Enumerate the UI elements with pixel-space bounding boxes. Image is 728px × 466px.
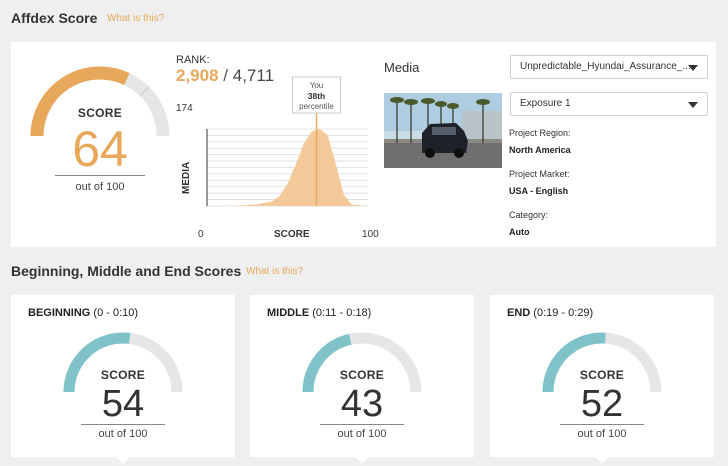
segment-card-end: END (0:19 - 0:29) SCORE 52 out of 100 (490, 295, 714, 457)
chart-marker-box (292, 76, 341, 114)
affdex-what-link[interactable]: What is this? (107, 13, 165, 24)
video-frame-image (384, 93, 502, 168)
segment-name: END (507, 307, 531, 319)
segment-score-rule (560, 424, 644, 425)
segment-score-label: SCORE (339, 368, 385, 382)
segment-out-of: out of 100 (577, 428, 627, 440)
segment-gauge (63, 332, 183, 393)
segment-score-value: 52 (580, 383, 624, 425)
segment-title: END (0:19 - 0:29) (507, 307, 593, 319)
segment-out-of: out of 100 (98, 428, 148, 440)
chart-y-max-label: 174 (176, 103, 193, 114)
media-heading: Media (384, 60, 420, 75)
segment-card-beginning: BEGINNING (0 - 0:10) SCORE 54 out of 100 (11, 295, 235, 457)
chart-x-axis-label: SCORE (274, 229, 310, 240)
segment-range: (0:19 - 0:29) (533, 307, 594, 319)
segment-score-value: 54 (101, 383, 145, 425)
affdex-gauge-tick (139, 86, 150, 97)
segment-out-of: out of 100 (337, 428, 387, 440)
market-label: Project Market: (509, 169, 570, 179)
rank-total: 4,711 (232, 66, 275, 85)
chevron-down-icon (688, 65, 698, 71)
affdex-gauge (30, 66, 170, 137)
chevron-down-icon (688, 102, 698, 108)
segment-gauge-fill (542, 332, 606, 393)
segment-gauge (302, 332, 422, 393)
category-label: Category: (509, 210, 549, 220)
chart-y-axis-label: MEDIA (181, 162, 192, 194)
region-value: North America (509, 145, 571, 155)
segment-range: (0:11 - 0:18) (312, 307, 372, 319)
segment-title: BEGINNING (0 - 0:10) (28, 307, 138, 319)
affdex-score-value: 64 (72, 121, 128, 177)
segment-card-pointer (116, 457, 130, 464)
chart-marker-text-1: You (310, 81, 324, 90)
category-value: Auto (509, 227, 530, 237)
segment-gauge (542, 332, 662, 393)
segment-gauge-fill (302, 333, 352, 393)
segment-score-rule (81, 424, 165, 425)
segment-card-pointer (355, 457, 369, 464)
rank-value-line: 2,908 / 4,711 (176, 66, 274, 86)
segment-card-middle: MIDDLE (0:11 - 0:18) SCORE 43 out of 100 (250, 295, 474, 457)
segment-score-label: SCORE (100, 368, 146, 382)
rank-label: RANK: (176, 54, 210, 66)
segment-title: MIDDLE (0:11 - 0:18) (267, 307, 371, 319)
region-label: Project Region: (509, 128, 571, 138)
video-select-dropdown[interactable]: Unpredictable_Hyundai_Assurance_... (510, 55, 708, 79)
affdex-score-label: SCORE (77, 106, 123, 120)
rank-distribution-chart: You 38th percentile 174 MEDIA 0 SCORE 10… (176, 76, 379, 240)
segment-score-label: SCORE (579, 368, 625, 382)
rank-separator: / (223, 66, 229, 85)
affdex-gauge-fill (30, 66, 130, 137)
segment-name: BEGINNING (28, 307, 91, 319)
segment-name: MIDDLE (267, 307, 310, 319)
market-value: USA - English (509, 186, 569, 196)
media-thumbnail[interactable] (384, 93, 502, 168)
chart-area-series (207, 129, 368, 206)
segment-card-pointer (595, 457, 609, 464)
chart-marker-text-3: percentile (299, 102, 334, 111)
chart-x-max-label: 100 (362, 229, 379, 240)
chart-x-min-label: 0 (198, 229, 204, 240)
segment-score-rule (320, 424, 404, 425)
exposure-select-value: Exposure 1 (520, 98, 571, 109)
rank-value: 2,908 (176, 66, 219, 85)
affdex-out-of: out of 100 (75, 181, 125, 193)
segment-score-value: 43 (340, 383, 384, 425)
video-select-value: Unpredictable_Hyundai_Assurance_... (520, 61, 691, 72)
affdex-card: SCORE 64 out of 100 RANK: 2,908 / 4,711 … (11, 42, 716, 247)
segments-title: Beginning, Middle and End Scores (11, 263, 242, 279)
segment-range: (0 - 0:10) (93, 307, 139, 319)
affdex-title: Affdex Score (11, 10, 98, 26)
chart-marker-text-2: 38th (308, 91, 325, 101)
segments-what-link[interactable]: What is this? (246, 266, 304, 277)
segment-gauge-fill (63, 332, 131, 393)
exposure-select-dropdown[interactable]: Exposure 1 (510, 92, 708, 116)
affdex-score-rule (55, 175, 145, 176)
